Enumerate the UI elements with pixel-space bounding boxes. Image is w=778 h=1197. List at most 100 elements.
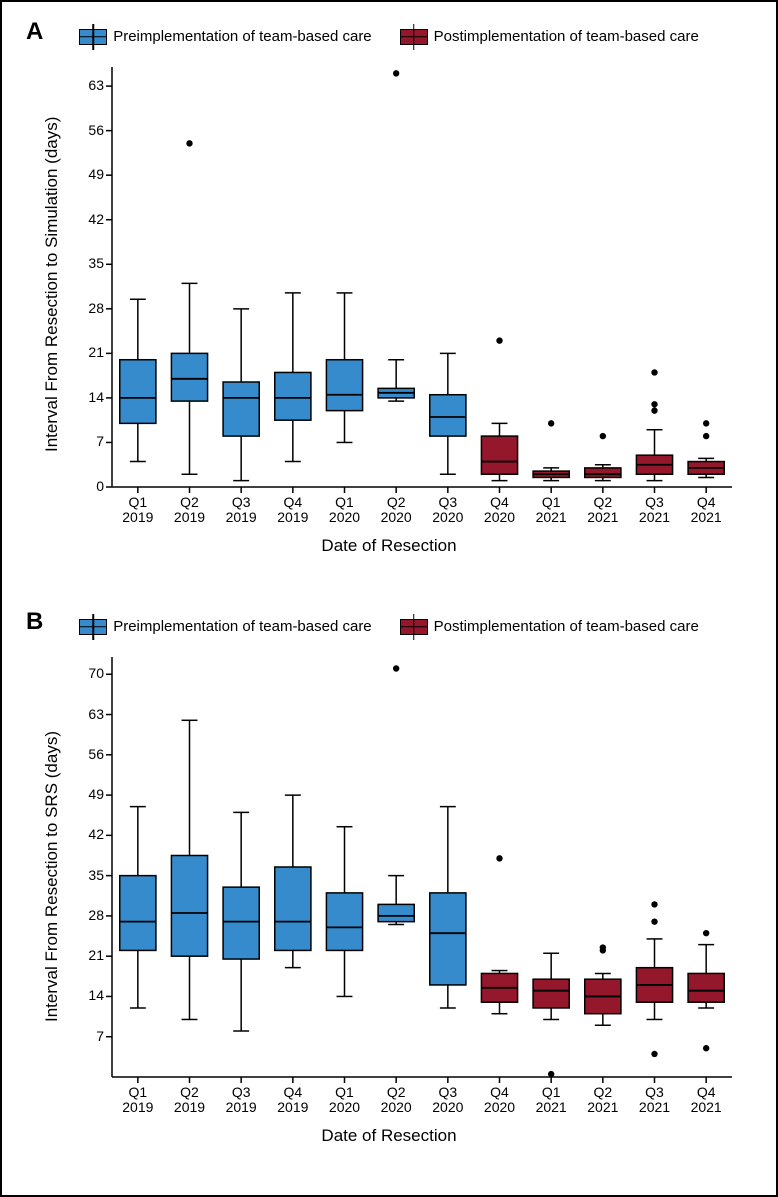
panel-a-ylabel: Interval From Resection to Simulation (d…: [42, 117, 62, 452]
xtick-label: Q42020: [475, 1085, 525, 1116]
ytick-label: 14: [74, 390, 104, 405]
outlier-point: [548, 1071, 554, 1077]
ytick-label: 49: [74, 167, 104, 182]
outlier-point: [186, 140, 192, 146]
box-0: [120, 360, 156, 424]
outlier-point: [651, 901, 657, 907]
ytick-label: 42: [74, 827, 104, 842]
outlier-point: [651, 1051, 657, 1057]
box-11: [688, 973, 724, 1002]
ytick-label: 21: [74, 948, 104, 963]
box-5: [378, 904, 414, 921]
boxplot-svg: [112, 657, 732, 1077]
box-6: [430, 395, 466, 436]
outlier-point: [393, 70, 399, 76]
outlier-point: [496, 337, 502, 343]
ytick-label: 63: [74, 78, 104, 93]
outlier-point: [703, 420, 709, 426]
ytick-label: 7: [74, 1029, 104, 1044]
panel-b-ylabel: Interval From Resection to SRS (days): [42, 731, 62, 1022]
panel-b-plot: [112, 657, 732, 1077]
ytick-label: 56: [74, 123, 104, 138]
legend-post-swatch-icon: [400, 29, 428, 45]
outlier-point: [393, 665, 399, 671]
outlier-point: [703, 930, 709, 936]
panel-a: A Preimplementation of team-based care P…: [2, 12, 776, 592]
outlier-point: [651, 918, 657, 924]
box-9: [585, 468, 621, 478]
outlier-point: [600, 944, 606, 950]
xtick-label: Q42019: [268, 495, 318, 526]
box-8: [533, 979, 569, 1008]
box-0: [120, 876, 156, 951]
xtick-label: Q22020: [371, 1085, 421, 1116]
xtick-label: Q32019: [216, 495, 266, 526]
xtick-label: Q32020: [423, 495, 473, 526]
outlier-point: [651, 401, 657, 407]
panel-b-legend: Preimplementation of team-based care Pos…: [2, 618, 776, 635]
xtick-label: Q32019: [216, 1085, 266, 1116]
outlier-point: [651, 407, 657, 413]
panel-b-xlabel: Date of Resection: [2, 1126, 776, 1146]
ytick-label: 0: [74, 479, 104, 494]
xtick-label: Q42020: [475, 495, 525, 526]
outlier-point: [651, 369, 657, 375]
panel-a-legend: Preimplementation of team-based care Pos…: [2, 28, 776, 45]
legend-post-a: Postimplementation of team-based care: [400, 28, 699, 45]
ytick-label: 28: [74, 301, 104, 316]
xtick-label: Q22021: [578, 495, 628, 526]
box-2: [223, 887, 259, 959]
legend-pre-label-a: Preimplementation of team-based care: [113, 28, 371, 45]
legend-post-swatch-icon: [400, 619, 428, 635]
boxplot-svg: [112, 67, 732, 487]
box-1: [171, 855, 207, 956]
xtick-label: Q12020: [320, 495, 370, 526]
legend-pre-swatch-icon: [79, 29, 107, 45]
legend-pre-swatch-icon: [79, 619, 107, 635]
box-3: [275, 372, 311, 420]
xtick-label: Q12019: [113, 495, 163, 526]
xtick-label: Q42021: [681, 1085, 731, 1116]
legend-post-label-b: Postimplementation of team-based care: [434, 618, 699, 635]
outlier-point: [703, 433, 709, 439]
panel-a-plot: [112, 67, 732, 487]
xtick-label: Q12020: [320, 1085, 370, 1116]
ytick-label: 14: [74, 988, 104, 1003]
xtick-label: Q22021: [578, 1085, 628, 1116]
box-1: [171, 353, 207, 401]
outlier-point: [496, 855, 502, 861]
ytick-label: 35: [74, 256, 104, 271]
xtick-label: Q22019: [165, 495, 215, 526]
ytick-label: 7: [74, 434, 104, 449]
outlier-point: [600, 433, 606, 439]
ytick-label: 56: [74, 747, 104, 762]
xtick-label: Q32020: [423, 1085, 473, 1116]
xtick-label: Q12021: [526, 495, 576, 526]
ytick-label: 63: [74, 707, 104, 722]
ytick-label: 28: [74, 908, 104, 923]
box-3: [275, 867, 311, 950]
legend-post-label-a: Postimplementation of team-based care: [434, 28, 699, 45]
panel-b: B Preimplementation of team-based care P…: [2, 602, 776, 1182]
box-2: [223, 382, 259, 436]
box-4: [326, 893, 362, 951]
ytick-label: 42: [74, 212, 104, 227]
ytick-label: 70: [74, 666, 104, 681]
box-4: [326, 360, 362, 411]
ytick-label: 21: [74, 345, 104, 360]
xtick-label: Q22019: [165, 1085, 215, 1116]
xtick-label: Q32021: [630, 1085, 680, 1116]
xtick-label: Q22020: [371, 495, 421, 526]
outlier-point: [703, 1045, 709, 1051]
outlier-point: [548, 420, 554, 426]
xtick-label: Q42021: [681, 495, 731, 526]
legend-pre-label-b: Preimplementation of team-based care: [113, 618, 371, 635]
legend-pre-b: Preimplementation of team-based care: [79, 618, 371, 635]
ytick-label: 49: [74, 787, 104, 802]
legend-pre-a: Preimplementation of team-based care: [79, 28, 371, 45]
box-7: [481, 436, 517, 474]
xtick-label: Q42019: [268, 1085, 318, 1116]
figure-frame: A Preimplementation of team-based care P…: [0, 0, 778, 1197]
ytick-label: 35: [74, 868, 104, 883]
legend-post-b: Postimplementation of team-based care: [400, 618, 699, 635]
